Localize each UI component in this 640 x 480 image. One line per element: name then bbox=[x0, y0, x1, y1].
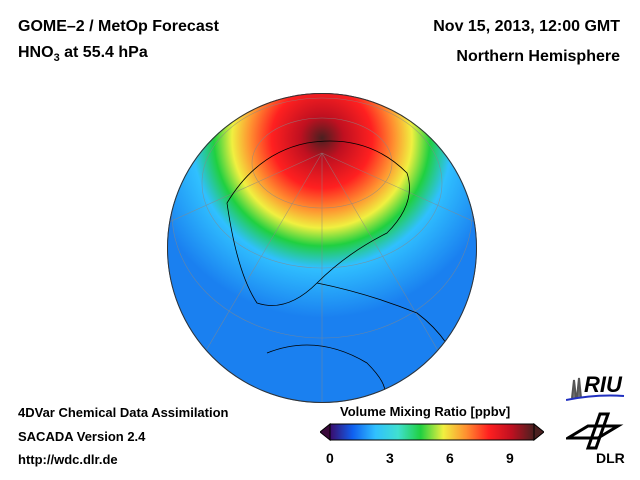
footer-url[interactable]: http://wdc.dlr.de bbox=[18, 452, 118, 467]
dlr-logo: DLR bbox=[562, 412, 626, 472]
region: Northern Hemisphere bbox=[456, 48, 620, 65]
colorbar bbox=[320, 423, 544, 441]
title: GOME–2 / MetOp Forecast bbox=[18, 18, 219, 35]
level: at 55.4 hPa bbox=[59, 44, 148, 61]
dlr-logo-graphic bbox=[562, 412, 624, 450]
riu-text: RIU bbox=[584, 372, 622, 397]
footer-line2: SACADA Version 2.4 bbox=[18, 429, 146, 444]
species: HNO bbox=[18, 44, 54, 61]
colorbar-tick: 0 bbox=[326, 450, 334, 466]
colorbar-tick: 3 bbox=[386, 450, 394, 466]
species-subscript: 3 bbox=[53, 52, 60, 65]
colorbar-min-arrow bbox=[320, 423, 331, 441]
colorbar-tick: 6 bbox=[446, 450, 454, 466]
riu-logo: RIU bbox=[566, 372, 626, 402]
dlr-text: DLR bbox=[596, 450, 625, 466]
colorbar-gradient bbox=[329, 423, 535, 441]
datetime: Nov 15, 2013, 12:00 GMT bbox=[433, 18, 620, 35]
colorbar-max-arrow bbox=[533, 423, 544, 441]
riu-logo-graphic bbox=[566, 377, 625, 401]
graticule bbox=[167, 93, 477, 403]
colorbar-tick: 9 bbox=[506, 450, 514, 466]
colorbar-title: Volume Mixing Ratio [ppbv] bbox=[340, 404, 511, 419]
globe-map bbox=[167, 93, 477, 403]
species-level: HNO3 at 55.4 hPa bbox=[18, 44, 148, 64]
footer-line1: 4DVar Chemical Data Assimilation bbox=[18, 405, 229, 420]
